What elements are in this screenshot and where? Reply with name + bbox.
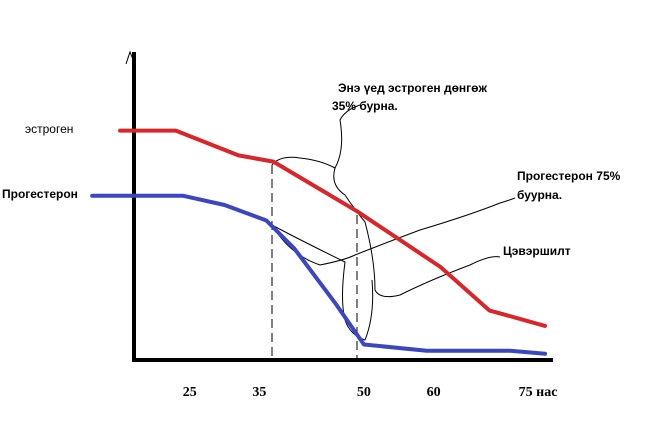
annotation: Прогестерон 75% xyxy=(517,169,621,183)
annotation: 35% бурна. xyxy=(332,99,398,113)
axis-arrow xyxy=(125,50,135,65)
series-line xyxy=(90,193,548,356)
x-tick-label: 60 xyxy=(427,385,441,400)
x-tick-label: 75 нас xyxy=(519,385,558,400)
annotation: Энэ үед эстроген дөнгөж xyxy=(338,81,488,95)
series-line xyxy=(118,128,548,328)
x-tick-label: 25 xyxy=(183,385,197,400)
annotation: Цэвэршилт xyxy=(503,244,571,258)
x-tick-label: 35 xyxy=(252,385,266,400)
connectors xyxy=(271,104,516,341)
series-label: эстроген xyxy=(25,122,73,136)
series-label: Прогестерон xyxy=(2,187,78,201)
annotation: буурна. xyxy=(517,188,562,202)
x-tick-label: 50 xyxy=(357,385,371,400)
